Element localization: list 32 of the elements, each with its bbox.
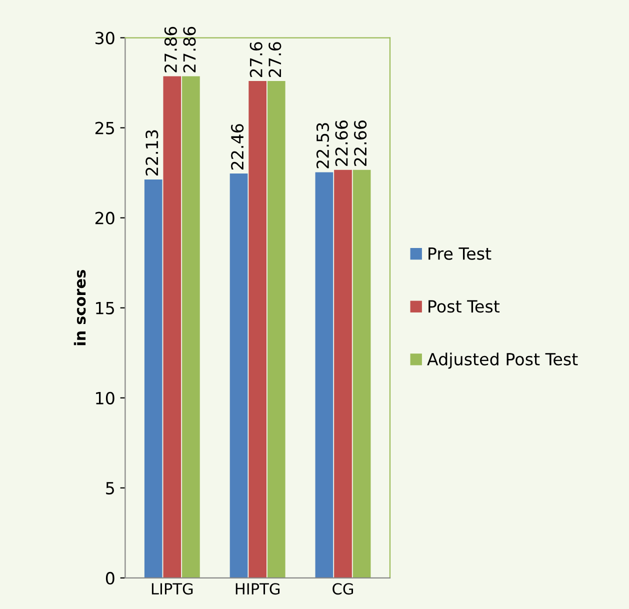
bar	[144, 179, 162, 578]
legend-label: Post Test	[428, 300, 500, 313]
data-label: 27.86	[183, 26, 196, 72]
y-tick-label: 5	[106, 482, 114, 494]
x-tick-label: CG	[332, 583, 353, 595]
bar	[352, 170, 371, 578]
bar	[315, 172, 334, 578]
data-label: 27.86	[164, 26, 177, 72]
bar	[182, 76, 200, 578]
bar	[334, 170, 352, 578]
data-label: 22.13	[146, 130, 158, 176]
y-tick-label: 25	[95, 122, 114, 134]
data-label: 27.6	[268, 42, 282, 77]
y-tick-label: 0	[106, 572, 114, 585]
x-tick-label: LIPTG	[152, 583, 193, 595]
y-axis-title: in scores	[74, 270, 86, 346]
bar	[248, 80, 266, 578]
y-tick-label: 20	[95, 212, 114, 224]
legend-label: Adjusted Post Test	[427, 352, 578, 369]
bar	[163, 76, 182, 578]
data-label: 22.53	[316, 123, 330, 168]
legend-label: Pre Test	[428, 248, 492, 260]
data-label: 27.6	[250, 42, 262, 77]
bar	[230, 174, 248, 578]
bar	[267, 80, 286, 578]
data-label: 22.46	[231, 124, 244, 170]
y-tick-label: 10	[96, 392, 114, 404]
y-tick-label: 15	[96, 302, 114, 314]
x-tick-label: HIPTG	[236, 583, 280, 595]
data-label: 22.66	[335, 120, 348, 166]
data-label: 22.66	[354, 120, 367, 166]
y-tick-label: 30	[96, 32, 114, 44]
